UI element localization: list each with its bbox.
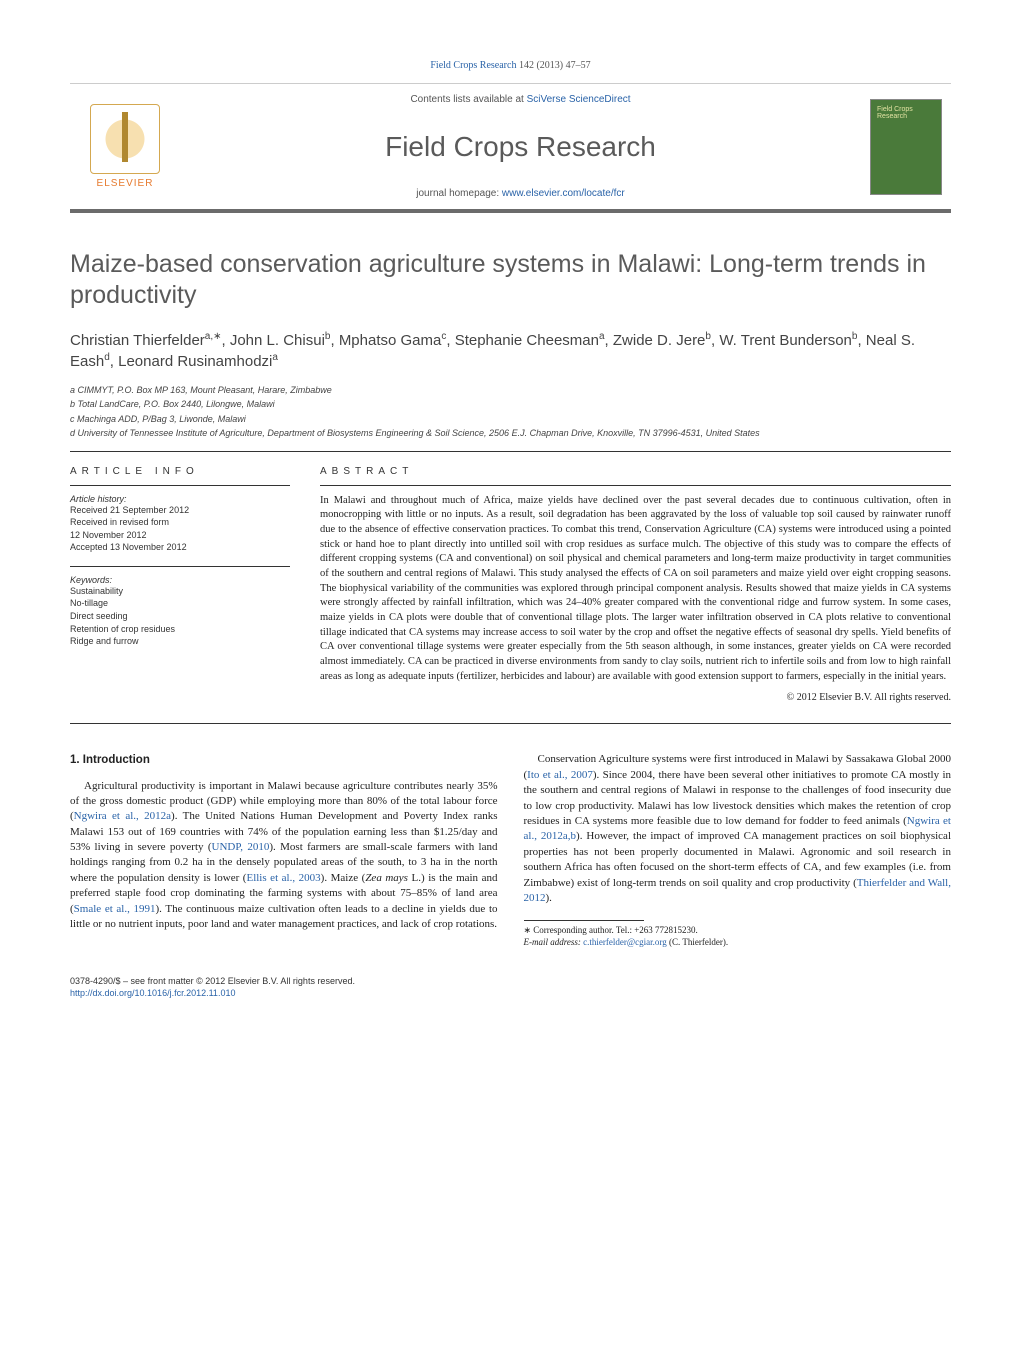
rule-below-abstract [70,723,951,724]
article-history-label: Article history: [70,494,290,504]
author-8: Leonard Rusinamhodzi [118,353,272,370]
ref-ito-2007[interactable]: Ito et al., 2007 [527,769,593,781]
revised-line-2: 12 November 2012 [70,529,290,542]
elsevier-tree-icon [90,104,160,174]
keyword: Retention of crop residues [70,623,290,636]
affiliation-a: a CIMMYT, P.O. Box MP 163, Mount Pleasan… [70,384,951,398]
author-2: John L. Chisui [230,332,325,349]
keywords-rule [70,566,290,567]
received-date: Received 21 September 2012 [70,504,290,517]
top-citation: Field Crops Research 142 (2013) 47–57 [70,60,951,71]
journal-cover-thumbnail: Field Crops Research [870,99,942,195]
author-1-affil: a,∗ [205,331,222,342]
article-title: Maize-based conservation agriculture sys… [70,249,951,312]
author-6: W. Trent Bunderson [719,332,852,349]
author-2-affil: b [325,331,331,342]
affiliations-block: a CIMMYT, P.O. Box MP 163, Mount Pleasan… [70,384,951,441]
sciencedirect-link[interactable]: SciVerse ScienceDirect [527,94,631,105]
intro-paragraph-1: Agricultural productivity is important i… [70,779,498,933]
article-info-column: ARTICLE INFO Article history: Received 2… [70,466,290,704]
author-1: Christian Thierfelder [70,332,205,349]
abstract-rule [320,485,951,486]
section-heading-introduction: 1. Introduction [70,752,498,768]
email-tail: (C. Thierfelder). [667,937,728,947]
homepage-prefix: journal homepage: [416,188,502,199]
ref-undp-2010[interactable]: UNDP, 2010 [212,841,270,853]
author-8-affil: a [272,352,278,363]
keyword: Direct seeding [70,610,290,623]
abstract-copyright: © 2012 Elsevier B.V. All rights reserved… [320,692,951,703]
abstract-text: In Malawi and throughout much of Africa,… [320,494,951,685]
rule-above-meta [70,451,951,452]
journal-homepage-line: journal homepage: www.elsevier.com/locat… [192,188,849,199]
author-5: Zwide D. Jere [613,332,706,349]
journal-cover-area: Field Crops Research [861,84,951,209]
accepted-date: Accepted 13 November 2012 [70,541,290,554]
publisher-logo-area: ELSEVIER [70,84,180,209]
publisher-name: ELSEVIER [90,178,160,189]
top-citation-journal-link[interactable]: Field Crops Research [430,60,516,71]
doi-link[interactable]: http://dx.doi.org/10.1016/j.fcr.2012.11.… [70,988,235,998]
keyword: Ridge and furrow [70,635,290,648]
abstract-column: ABSTRACT In Malawi and throughout much o… [320,466,951,704]
ref-ellis-2003[interactable]: Ellis et al., 2003 [246,872,320,884]
revised-line-1: Received in revised form [70,516,290,529]
author-list: Christian Thierfeldera,∗, John L. Chisui… [70,330,951,372]
issn-copyright-line: 0378-4290/$ – see front matter © 2012 El… [70,975,951,988]
p1-text: ). Maize ( [321,872,366,884]
affiliation-d: d University of Tennessee Institute of A… [70,427,951,441]
p2-text: ). [546,892,552,904]
author-4: Stephanie Cheesman [455,332,599,349]
species-name: Zea mays [365,872,408,884]
author-3-affil: c [441,331,446,342]
contents-available-line: Contents lists available at SciVerse Sci… [192,94,849,105]
ref-smale-1991[interactable]: Smale et al., 1991 [74,903,156,915]
ref-ngwira-2012a[interactable]: Ngwira et al., 2012a [74,810,171,822]
keywords-label: Keywords: [70,575,290,585]
top-citation-tail: 142 (2013) 47–57 [516,60,590,71]
email-label: E-mail address: [524,937,584,947]
article-body: 1. Introduction Agricultural productivit… [70,752,951,948]
contents-prefix: Contents lists available at [410,94,526,105]
intro-paragraph-2: Conservation Agriculture systems were fi… [524,752,952,906]
article-info-heading: ARTICLE INFO [70,466,290,477]
abstract-heading: ABSTRACT [320,466,951,477]
affiliation-c: c Machinga ADD, P/Bag 3, Liwonde, Malawi [70,413,951,427]
author-7-affil: d [104,352,110,363]
corr-author-email-link[interactable]: c.thierfelder@cgiar.org [583,937,667,947]
corr-author-label: ∗ Corresponding author. Tel.: +263 77281… [524,925,698,935]
page-footer: 0378-4290/$ – see front matter © 2012 El… [70,975,951,1000]
affiliation-b: b Total LandCare, P.O. Box 2440, Lilongw… [70,398,951,412]
corresponding-author-note: ∗ Corresponding author. Tel.: +263 77281… [524,925,952,948]
author-5-affil: b [705,331,711,342]
article-info-rule [70,485,290,486]
journal-homepage-link[interactable]: www.elsevier.com/locate/fcr [502,188,625,199]
journal-header-band: ELSEVIER Contents lists available at Sci… [70,83,951,213]
author-4-affil: a [599,331,605,342]
footnote-rule [524,920,644,921]
author-3: Mphatso Gama [339,332,442,349]
author-6-affil: b [852,331,858,342]
keyword: No-tillage [70,597,290,610]
keyword: Sustainability [70,585,290,598]
journal-title: Field Crops Research [192,131,849,163]
